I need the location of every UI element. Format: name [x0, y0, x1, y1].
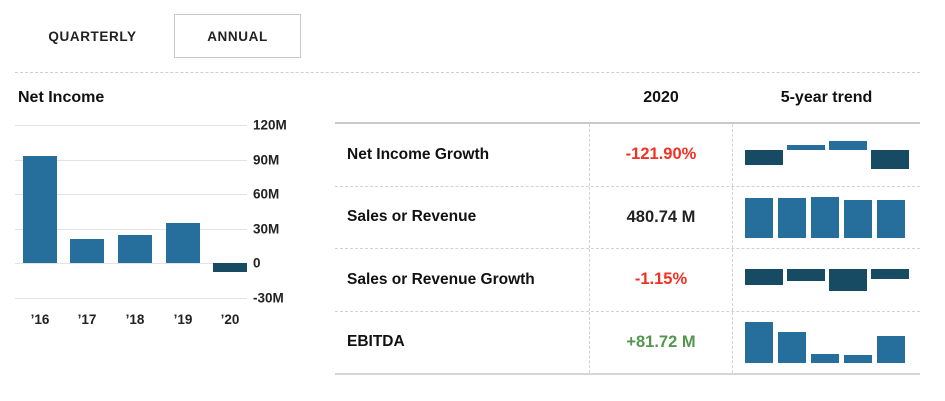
financials-table: 2020 5-year trend Net Income Growth -121.… [335, 85, 920, 375]
gridline [15, 194, 247, 195]
table-header-row: 2020 5-year trend [335, 85, 920, 122]
sparkline-bar [844, 199, 872, 238]
sparkline-sales-or-revenue-growth [745, 268, 909, 291]
y-axis-tick-label: 60M [253, 186, 280, 202]
table-row-sales-or-revenue: Sales or Revenue 480.74 M [335, 185, 920, 249]
value-2020: -121.90% [589, 124, 733, 186]
row-label: EBITDA [347, 333, 405, 351]
trend-cell [733, 249, 920, 311]
y-axis-tick-label: 120M [253, 117, 287, 133]
x-axis-tick-label: ’16 [30, 312, 50, 327]
sparkline-bar [877, 199, 905, 238]
net-income-bar-19 [166, 222, 200, 263]
sparkline-bar [745, 197, 773, 238]
y-axis-tick-label: 30M [253, 221, 280, 236]
sparkline-bar [829, 268, 867, 291]
sparkline-bar [787, 268, 825, 281]
sparkline-bar [745, 268, 783, 285]
sparkline-bar [877, 335, 905, 363]
trend-cell [733, 124, 920, 186]
x-axis-tick-label: ’19 [173, 312, 193, 327]
gridline [15, 263, 247, 264]
gridline [15, 228, 247, 230]
sparkline-bar [745, 149, 783, 165]
sparkline-sales-or-revenue [745, 196, 905, 238]
trend-cell [733, 312, 920, 374]
x-axis-tick-label: ’18 [125, 312, 145, 327]
sparkline-bar [811, 353, 839, 363]
row-label: Sales or Revenue Growth [347, 270, 535, 288]
net-income-bar-chart: 120M 90M 60M 30M 0 -30M ’16 ’17 ’18 ’19 ’20 [15, 110, 330, 345]
y-axis-tick-label: 0 [253, 255, 261, 271]
table-row-net-income-growth: Net Income Growth -121.90% [335, 124, 920, 186]
row-label: Net Income Growth [347, 145, 490, 163]
column-header-trend: 5-year trend [780, 89, 873, 106]
divider [15, 72, 920, 73]
sparkline-ebitda [745, 321, 905, 363]
gridline [15, 125, 247, 126]
value-2020: -1.15% [589, 249, 733, 311]
net-income-bar-17 [70, 238, 104, 263]
y-axis-tick-label: -30M [253, 290, 284, 305]
sparkline-bar [871, 149, 909, 169]
value-2020: +81.72 M [589, 311, 733, 373]
sparkline-bar [778, 197, 806, 238]
sparkline-bar [787, 144, 825, 150]
x-axis-tick-label: ’20 [220, 312, 240, 327]
gridline [15, 159, 247, 161]
row-label: Sales or Revenue [347, 208, 477, 226]
sparkline-bar [844, 354, 872, 363]
sparkline-bar [745, 321, 773, 363]
table-body: Net Income Growth -121.90% Sales or Revenu… [335, 122, 920, 375]
x-axis-tick-label: ’17 [77, 312, 97, 327]
y-axis-tick-label: 90M [253, 152, 280, 167]
table-row-sales-or-revenue-growth: Sales or Revenue Growth -1.15% [335, 248, 920, 311]
sparkline-bar [871, 268, 909, 279]
trend-cell [733, 187, 920, 249]
table-row-ebitda: EBITDA +81.72 M [335, 310, 920, 374]
sparkline-net-income-growth [745, 140, 909, 169]
sparkline-bar [778, 331, 806, 363]
tab-annual[interactable]: ANNUAL [174, 14, 301, 58]
sparkline-bar [811, 196, 839, 238]
column-header-year: 2020 [643, 89, 679, 106]
value-2020: 480.74 M [589, 186, 733, 248]
sparkline-bar [829, 140, 867, 150]
chart-title: Net Income [18, 89, 105, 106]
net-income-bar-18 [118, 235, 152, 263]
net-income-bar-16 [23, 156, 57, 263]
tab-quarterly[interactable]: QUARTERLY [30, 14, 155, 58]
net-income-bar-20 [213, 263, 247, 273]
gridline [15, 297, 247, 299]
